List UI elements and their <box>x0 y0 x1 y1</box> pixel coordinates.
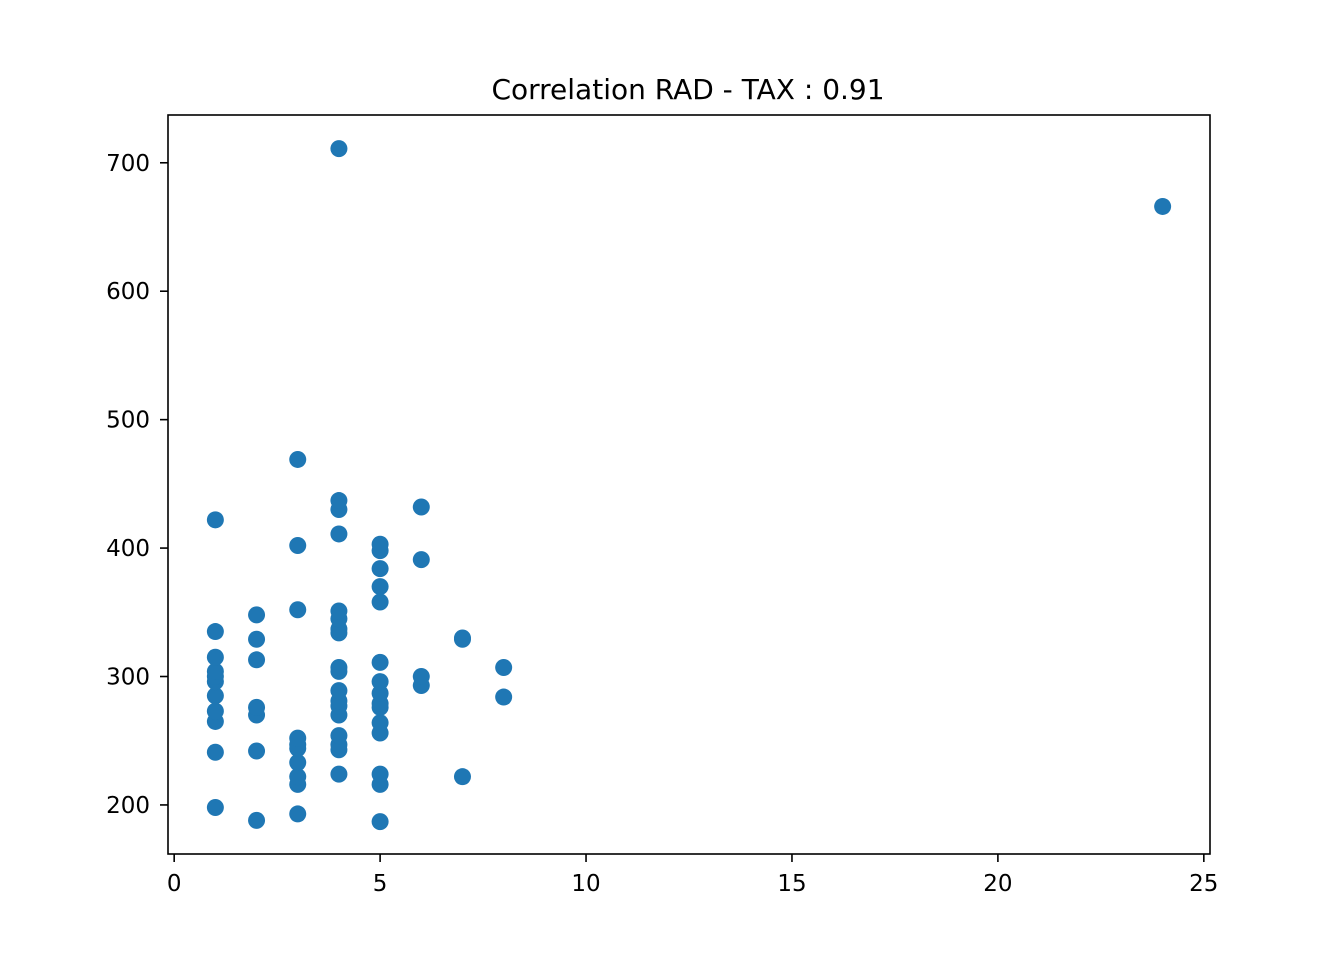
y-tick-label: 600 <box>106 279 150 305</box>
scatter-point <box>371 813 389 831</box>
chart-title: Correlation RAD - TAX : 0.91 <box>491 73 884 106</box>
scatter-point <box>248 651 266 669</box>
scatter-point <box>289 450 307 468</box>
scatter-point <box>248 630 266 648</box>
scatter-point <box>371 673 389 691</box>
scatter-point <box>289 537 307 555</box>
scatter-points <box>206 140 1172 831</box>
y-tick-label: 200 <box>106 793 150 819</box>
scatter-point <box>248 698 266 716</box>
x-tick-label: 10 <box>571 871 600 897</box>
scatter-point <box>412 498 430 516</box>
scatter-point <box>1154 197 1172 215</box>
y-tick-label: 400 <box>106 536 150 562</box>
scatter-point <box>371 593 389 611</box>
scatter-point <box>453 768 471 786</box>
scatter-point <box>453 629 471 647</box>
x-tick-label: 0 <box>167 871 182 897</box>
scatter-point <box>206 687 224 705</box>
scatter-point <box>206 743 224 761</box>
scatter-point <box>412 551 430 569</box>
scatter-point <box>248 811 266 829</box>
scatter-point <box>495 659 513 677</box>
scatter-point <box>330 602 348 620</box>
scatter-point <box>371 578 389 596</box>
scatter-point <box>330 525 348 543</box>
scatter-point <box>206 662 224 680</box>
x-tick-label: 5 <box>373 871 388 897</box>
scatter-point <box>289 754 307 772</box>
scatter-point <box>330 682 348 700</box>
scatter-point <box>330 492 348 510</box>
scatter-point <box>412 668 430 686</box>
scatter-point <box>206 702 224 720</box>
scatter-point <box>330 659 348 677</box>
scatter-point <box>289 729 307 747</box>
scatter-point <box>206 648 224 666</box>
scatter-point <box>330 140 348 158</box>
y-tick-label: 300 <box>106 665 150 691</box>
scatter-point <box>289 805 307 823</box>
scatter-point <box>495 688 513 706</box>
scatter-point <box>289 768 307 786</box>
scatter-point <box>371 765 389 783</box>
y-axis: 200 300 400 500 600 700 <box>106 151 168 819</box>
y-tick-label: 700 <box>106 151 150 177</box>
scatter-point <box>248 606 266 624</box>
x-tick-label: 25 <box>1189 871 1218 897</box>
scatter-point <box>371 714 389 732</box>
scatter-point <box>371 560 389 578</box>
scatter-point <box>248 742 266 760</box>
scatter-point <box>289 601 307 619</box>
scatter-point <box>330 727 348 745</box>
x-tick-label: 20 <box>983 871 1012 897</box>
x-axis: 0 5 10 15 20 25 <box>167 854 1218 897</box>
scatter-point <box>371 653 389 671</box>
scatter-point <box>206 623 224 641</box>
scatter-point <box>371 535 389 553</box>
scatter-point <box>330 765 348 783</box>
y-tick-label: 500 <box>106 408 150 434</box>
x-tick-label: 15 <box>777 871 806 897</box>
scatter-point <box>206 799 224 817</box>
plot-frame <box>167 114 1211 855</box>
scatter-point <box>206 511 224 529</box>
